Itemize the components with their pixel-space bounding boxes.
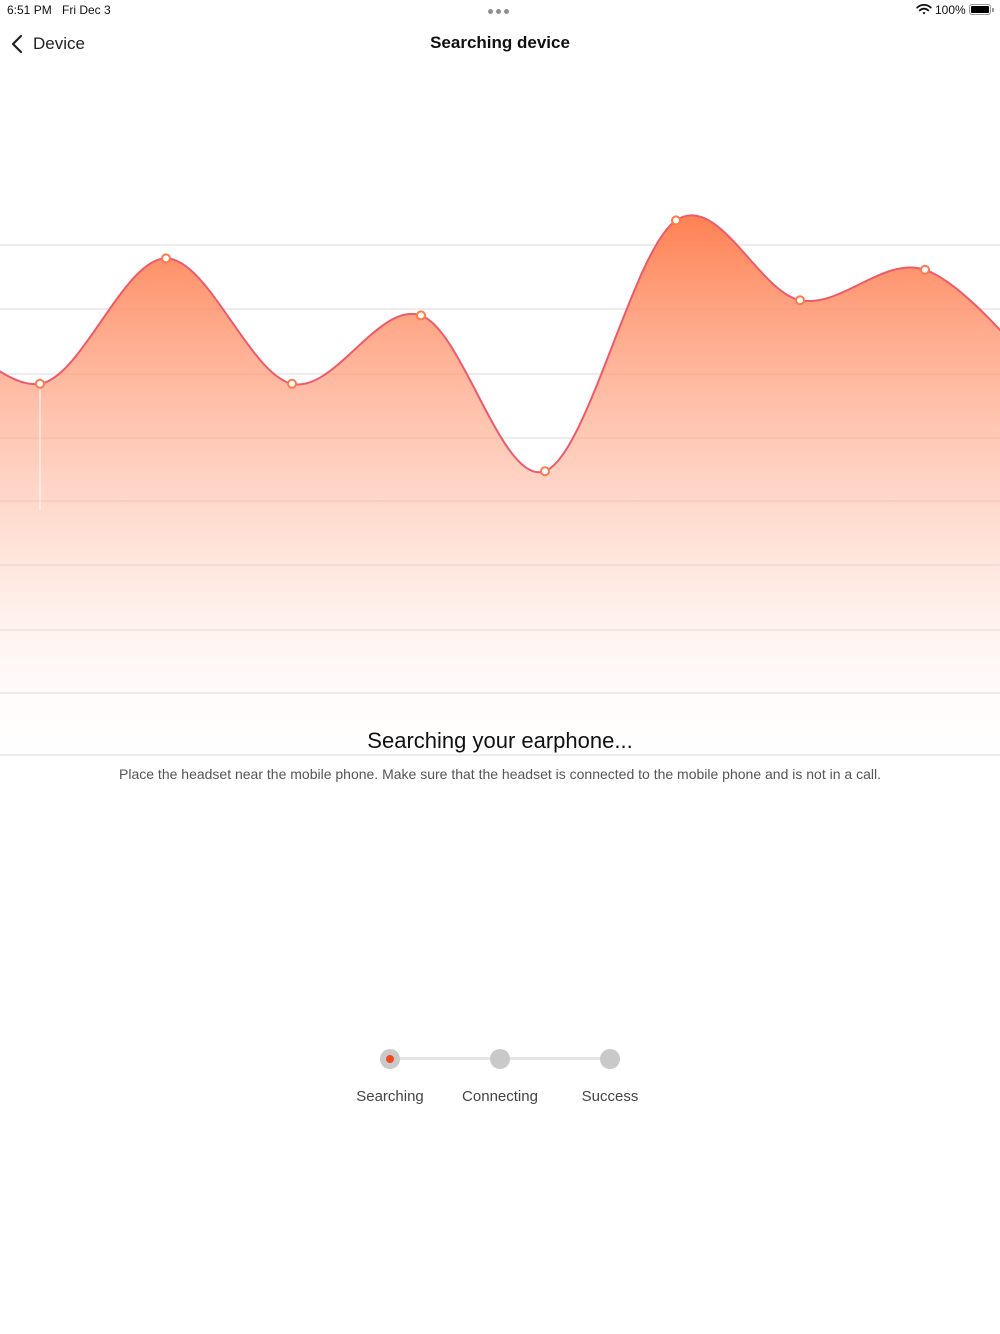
- wave-point: [671, 215, 681, 226]
- battery-tip: [992, 8, 994, 12]
- search-headline: Searching your earphone...: [367, 728, 633, 753]
- wave-area: [0, 215, 1000, 780]
- step-label-searching: Searching: [356, 1088, 424, 1105]
- search-instructions: Place the headset near the mobile phone.…: [119, 766, 881, 782]
- wifi-icon: [916, 3, 932, 15]
- step-label-success: Success: [581, 1088, 639, 1105]
- step-label-connecting: Connecting: [462, 1088, 538, 1105]
- step-dot-success: [600, 1049, 620, 1069]
- step-dot-searching: [380, 1049, 400, 1069]
- multitask-dots-icon[interactable]: [488, 9, 512, 15]
- wave-point: [416, 310, 426, 321]
- wave-point: [920, 264, 930, 275]
- back-button-label: Device: [33, 34, 85, 53]
- wave-line: [0, 214, 1000, 474]
- wave-point: [161, 253, 171, 264]
- wave-point: [540, 466, 550, 477]
- battery-percent: 100%: [935, 3, 966, 17]
- wave-point: [287, 378, 297, 389]
- status-bar: 6:51 PM Fri Dec 3 100%: [0, 0, 1000, 20]
- wave-markers: [35, 215, 930, 477]
- wave-point: [35, 378, 45, 389]
- step-connector: [400, 1057, 500, 1060]
- chevron-left-icon: [11, 34, 23, 54]
- status-time: 6:51 PM: [7, 3, 52, 17]
- step-dot-connecting: [490, 1049, 510, 1069]
- back-button[interactable]: Device: [10, 32, 85, 56]
- wave-point: [795, 295, 805, 306]
- search-wave-animation: [0, 214, 1000, 780]
- page-title: Searching device: [430, 33, 570, 52]
- progress-stepper: Searching Connecting Success: [340, 1046, 660, 1116]
- step-connector: [510, 1057, 610, 1060]
- status-date: Fri Dec 3: [62, 3, 111, 17]
- battery-icon: [969, 4, 991, 15]
